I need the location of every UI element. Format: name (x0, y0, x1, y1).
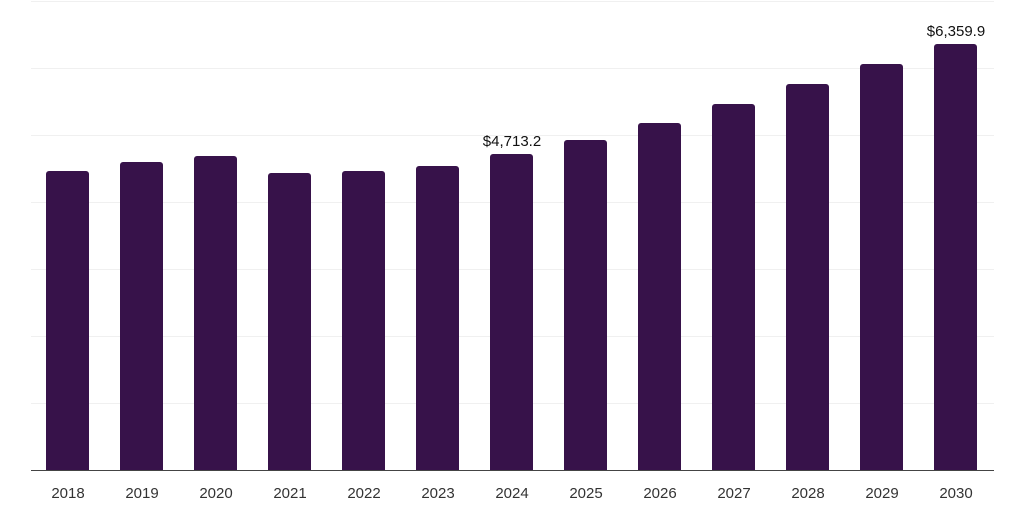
bar-2027[interactable] (712, 104, 755, 470)
bar-2018[interactable] (46, 171, 89, 470)
x-tick-label: 2018 (51, 485, 85, 502)
bar-2026[interactable] (638, 123, 681, 470)
gridline (31, 135, 994, 136)
bar-2021[interactable] (268, 173, 311, 470)
gridline (31, 68, 994, 69)
bar-2020[interactable] (194, 156, 237, 470)
x-tick-label: 2020 (199, 485, 233, 502)
x-tick-label: 2021 (273, 485, 307, 502)
bar-2024[interactable] (490, 154, 533, 470)
x-tick-label: 2024 (495, 485, 529, 502)
x-tick-label: 2025 (569, 485, 603, 502)
data-label: $6,359.9 (926, 23, 986, 40)
data-label: $4,713.2 (482, 133, 542, 150)
gridline (31, 1, 994, 2)
x-tick-label: 2026 (643, 485, 677, 502)
bar-2023[interactable] (416, 166, 459, 470)
bar-2030[interactable] (934, 44, 977, 470)
bar-2025[interactable] (564, 140, 607, 470)
x-tick-label: 2022 (347, 485, 381, 502)
bar-2022[interactable] (342, 171, 385, 470)
bar-2029[interactable] (860, 64, 903, 470)
x-tick-label: 2027 (717, 485, 751, 502)
x-axis-line (31, 470, 994, 471)
bar-2019[interactable] (120, 162, 163, 470)
bar-2028[interactable] (786, 84, 829, 470)
x-tick-label: 2030 (939, 485, 973, 502)
x-tick-label: 2023 (421, 485, 455, 502)
x-tick-label: 2028 (791, 485, 825, 502)
x-tick-label: 2029 (865, 485, 899, 502)
x-tick-label: 2019 (125, 485, 159, 502)
